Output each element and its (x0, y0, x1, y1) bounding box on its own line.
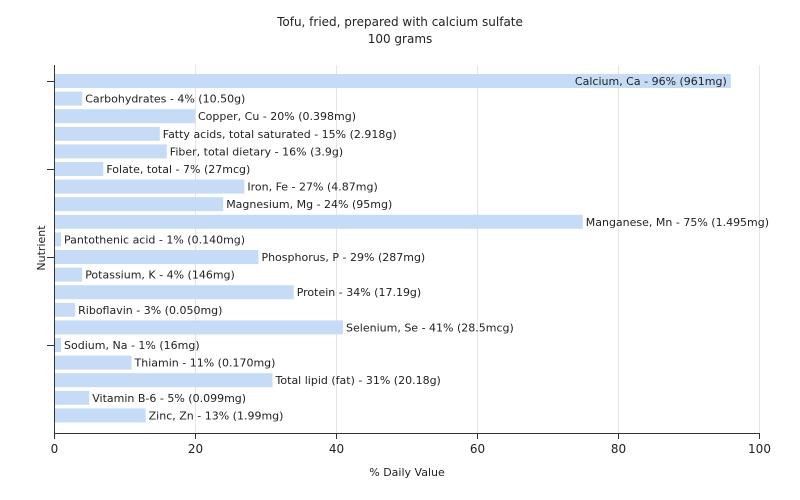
bar-label: Carbohydrates - 4% (10.50g) (85, 93, 245, 106)
bar (55, 214, 583, 229)
bar (55, 162, 104, 176)
x-tick-label: 100 (748, 442, 771, 456)
bar-label: Zinc, Zn - 13% (1.99mg) (149, 409, 284, 422)
bar (55, 267, 83, 282)
bar (55, 109, 195, 124)
bar (55, 126, 160, 141)
x-tick-label: 40 (329, 442, 344, 456)
y-axis-label: Nutrient (35, 225, 48, 271)
bars-group: Calcium, Ca - 96% (961mg) Carbohydrates -… (55, 74, 769, 423)
bar (55, 197, 224, 212)
bar (55, 144, 167, 159)
bar (55, 390, 90, 405)
grid-lines (195, 65, 760, 433)
bar (55, 355, 132, 370)
bar-label: Thiamin - 11% (0.170mg) (134, 357, 276, 370)
bar (55, 338, 62, 352)
bar-label: Potassium, K - 4% (146mg) (85, 269, 235, 282)
bar-label: Fiber, total dietary - 16% (3.9g) (170, 145, 343, 158)
bar-label: Calcium, Ca - 96% (961mg) (575, 75, 727, 88)
x-axis-label: % Daily Value (369, 466, 445, 479)
bar (55, 408, 146, 423)
bar-label: Manganese, Mn - 75% (1.495mg) (586, 216, 769, 229)
chart-title: Tofu, fried, prepared with calcium sulfa… (277, 15, 523, 29)
bar-label: Magnesium, Mg - 24% (95mg) (226, 198, 392, 211)
bar-label: Folate, total - 7% (27mcg) (106, 163, 250, 176)
x-tick-label: 20 (188, 442, 203, 456)
bar-label: Riboflavin - 3% (0.050mg) (78, 304, 222, 317)
x-tick-label: 80 (611, 442, 626, 456)
bar-label: Selenium, Se - 41% (28.5mcg) (346, 321, 514, 334)
bar (55, 320, 344, 335)
bar-label: Pantothenic acid - 1% (0.140mg) (64, 233, 245, 246)
bar-label: Total lipid (fat) - 31% (20.18g) (275, 374, 441, 387)
bar (55, 179, 245, 194)
bar (55, 285, 294, 300)
bar-label: Fatty acids, total saturated - 15% (2.91… (163, 128, 397, 141)
bar (55, 302, 76, 317)
bar (55, 91, 83, 106)
bar (55, 74, 731, 88)
bar-label: Copper, Cu - 20% (0.398mg) (198, 110, 356, 123)
bar-label: Phosphorus, P - 29% (287mg) (261, 251, 425, 264)
bar (55, 373, 273, 388)
x-tick-label: 0 (51, 442, 59, 456)
chart-subtitle: 100 grams (367, 32, 433, 46)
bar-label: Sodium, Na - 1% (16mg) (64, 339, 200, 352)
bar-label: Protein - 34% (17.19g) (297, 286, 422, 299)
bar-label: Iron, Fe - 27% (4.87mg) (247, 181, 377, 194)
bar (55, 232, 62, 247)
x-tick-label: 60 (470, 442, 485, 456)
bar (55, 250, 259, 264)
axes: 0 20 40 60 80 100 (47, 65, 771, 456)
bar-label: Vitamin B-6 - 5% (0.099mg) (92, 392, 246, 405)
